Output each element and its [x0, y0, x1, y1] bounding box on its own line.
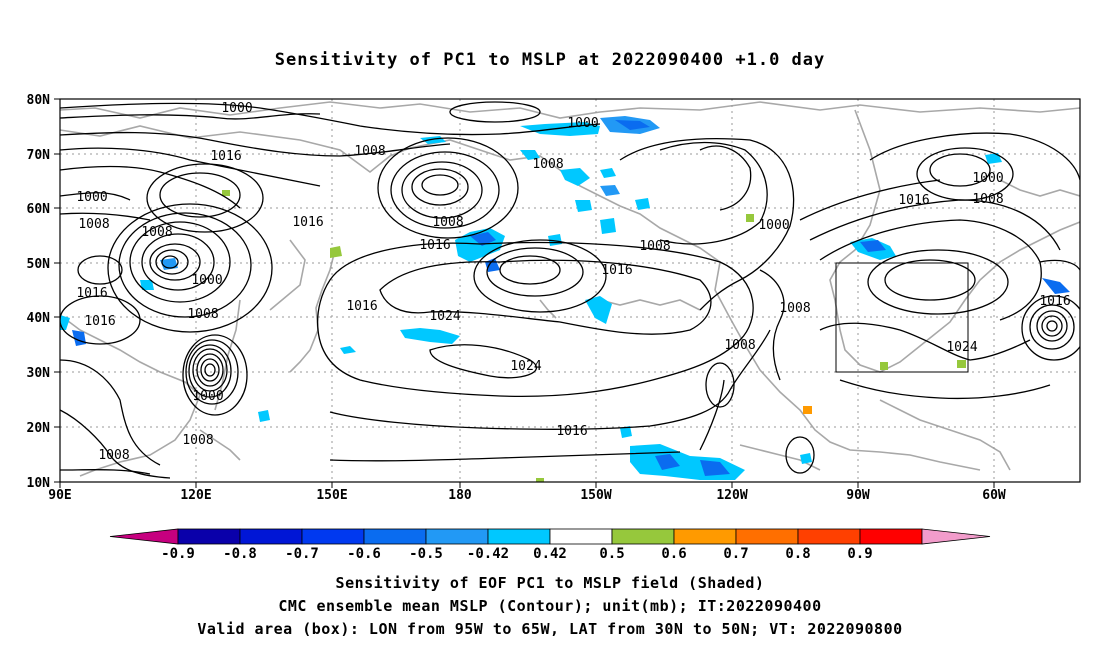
contour-label: 1000	[758, 218, 789, 233]
contour-label: 1008	[779, 301, 810, 316]
contour-label: 1000	[76, 190, 107, 205]
figure-title: Sensitivity of PC1 to MSLP at 2022090400…	[274, 50, 826, 70]
lat-label: 80N	[27, 93, 51, 108]
colorbar-swatch	[611, 528, 675, 545]
lat-label: 50N	[27, 257, 51, 272]
colorbar-swatch	[549, 528, 613, 545]
longitude-labels: 90E 120E 150E 180 150W 120W 90W 60W	[48, 488, 1006, 503]
lat-label: 20N	[27, 421, 51, 436]
map-frame	[59, 98, 1081, 483]
contour-label: 1024	[429, 309, 460, 324]
colorbar-tick-label: 0.7	[723, 546, 748, 562]
contour-label: 1016	[556, 424, 587, 439]
valid-area-box	[835, 262, 969, 373]
colorbar-tick-label: -0.6	[347, 546, 381, 562]
colorbar-tick-label: -0.5	[409, 546, 443, 562]
latitude-labels: 80N 70N 60N 50N 40N 30N 20N 10N	[27, 93, 51, 491]
contour-label: 1024	[946, 340, 977, 355]
contour-label: 1016	[346, 299, 377, 314]
contour-label: 1016	[898, 193, 929, 208]
colorbar-tick-label: -0.7	[285, 546, 319, 562]
contour-label: 1000	[191, 273, 222, 288]
lon-label: 90W	[846, 488, 870, 503]
contour-label: 1000	[567, 116, 598, 131]
contour-label: 1016	[292, 215, 323, 230]
contour-label: 1000	[972, 171, 1003, 186]
colorbar	[109, 528, 991, 545]
tick-marks	[54, 98, 995, 488]
colorbar-tick-label: 0.5	[599, 546, 624, 562]
colorbar-labels: -0.9 -0.8 -0.7 -0.6 -0.5 -0.42 0.42 0.5 0.6 0.7 0.…	[161, 546, 873, 562]
colorbar-tick-label: -0.8	[223, 546, 257, 562]
lat-label: 60N	[27, 202, 51, 217]
colorbar-swatch	[797, 528, 861, 545]
lon-label: 180	[448, 488, 472, 503]
contour-label: 1008	[187, 307, 218, 322]
lon-label: 120E	[180, 488, 211, 503]
contour-label: 1016	[419, 238, 450, 253]
contour-label: 1000	[221, 101, 252, 116]
colorbar-swatch	[735, 528, 799, 545]
contour-label: 1008	[98, 448, 129, 463]
caption-contour: CMC ensemble mean MSLP (Contour); unit(m…	[278, 597, 822, 615]
colorbar-swatch	[177, 528, 241, 545]
lon-label: 150W	[580, 488, 611, 503]
contour-label: 1016	[84, 314, 115, 329]
lon-label: 90E	[48, 488, 71, 503]
caption-shaded: Sensitivity of EOF PC1 to MSLP field (Sh…	[335, 574, 765, 592]
lon-label: 120W	[716, 488, 747, 503]
contour-label: 1008	[141, 225, 172, 240]
colorbar-tick-label: -0.9	[161, 546, 195, 562]
contour-label: 1016	[210, 149, 241, 164]
colorbar-swatch	[363, 528, 427, 545]
contour-label: 1008	[78, 217, 109, 232]
lat-label: 30N	[27, 366, 51, 381]
colorbar-tick-label: 0.42	[533, 546, 567, 562]
contour-label: 1008	[724, 338, 755, 353]
colorbar-swatch	[301, 528, 365, 545]
colorbar-tick-label: 0.6	[661, 546, 686, 562]
contour-label: 1016	[76, 286, 107, 301]
colorbar-swatch	[487, 528, 551, 545]
colorbar-swatch	[239, 528, 303, 545]
lat-label: 40N	[27, 311, 51, 326]
contour-label: 1008	[432, 215, 463, 230]
lon-label: 60W	[982, 488, 1006, 503]
contour-label: 1008	[639, 239, 670, 254]
contour-labels: 1000 1000 1000 1000 1000 1000 1000 1008 …	[76, 101, 1070, 463]
caption-valid-area: Valid area (box): LON from 95W to 65W, L…	[197, 620, 903, 638]
contour-label: 1000	[192, 389, 223, 404]
colorbar-end-high	[921, 528, 991, 545]
contour-label: 1008	[182, 433, 213, 448]
contour-label: 1016	[1039, 294, 1070, 309]
lon-label: 150E	[316, 488, 347, 503]
lat-label: 10N	[27, 476, 51, 491]
contour-label: 1024	[510, 359, 541, 374]
contour-label: 1008	[354, 144, 385, 159]
colorbar-swatch	[673, 528, 737, 545]
mslp-contours	[60, 101, 1080, 479]
colorbar-swatch	[425, 528, 489, 545]
contour-label: 1008	[972, 192, 1003, 207]
colorbar-tick-label: 0.8	[785, 546, 810, 562]
lat-label: 70N	[27, 148, 51, 163]
contour-label: 1008	[532, 157, 563, 172]
colorbar-tick-label: 0.9	[847, 546, 872, 562]
colorbar-tick-label: -0.42	[467, 546, 509, 562]
contour-label: 1016	[601, 263, 632, 278]
colorbar-swatch	[859, 528, 923, 545]
colorbar-end-low	[109, 528, 179, 545]
